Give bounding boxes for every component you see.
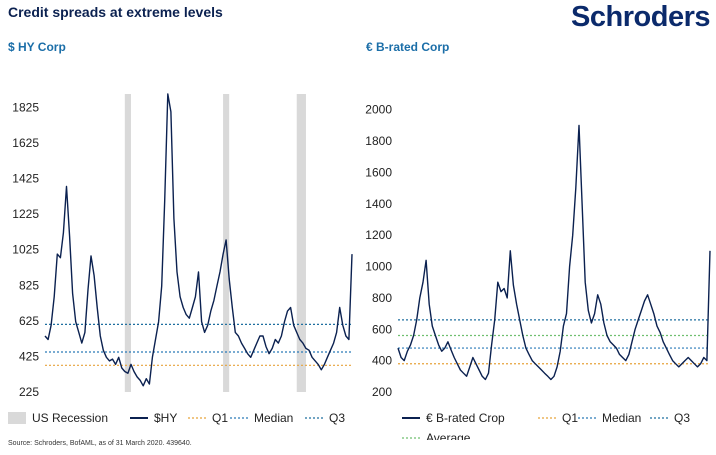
legend-label: Median (254, 411, 293, 425)
recession-band (124, 94, 131, 392)
recession-band (296, 94, 306, 392)
y-tick-label: 1000 (365, 260, 392, 274)
y-tick-label: 1600 (365, 165, 392, 179)
y-tick-label: 200 (372, 385, 392, 399)
y-tick-label: 600 (372, 322, 392, 336)
y-tick-label: 1625 (12, 136, 39, 150)
y-tick-label: 425 (19, 349, 39, 363)
y-tick-label: 1425 (12, 172, 39, 186)
hy-corp-chart: 225 425 625 825 1025 1225 1425 1625 1825 US Reces… (8, 93, 353, 425)
y-tick-label: 1200 (365, 228, 392, 242)
legend-swatch (8, 412, 26, 424)
y-tick-label: 1225 (12, 207, 39, 221)
y-tick-label: 1800 (365, 134, 392, 148)
chart-2-title: € B-rated Corp (366, 40, 450, 54)
brand-logo: Schroders (571, 1, 710, 33)
legend-label: € B-rated Crop (426, 411, 505, 425)
legend-label: Q1 (212, 411, 228, 425)
y-tick-label: 1825 (12, 100, 39, 114)
y-tick-label: 625 (19, 314, 39, 328)
legend-label: Median (602, 411, 641, 425)
y-tick-label: 1025 (12, 243, 39, 257)
chart-1-title: $ HY Corp (8, 40, 66, 54)
series-line (44, 93, 353, 387)
legend-label: US Recession (32, 411, 108, 425)
y-tick-label: 800 (372, 291, 392, 305)
y-tick-label: 1400 (365, 197, 392, 211)
y-tick-label: 825 (19, 278, 39, 292)
series-line (397, 124, 711, 381)
y-tick-label: 225 (19, 385, 39, 399)
legend-label: Q3 (329, 411, 345, 425)
legend-label: $HY (154, 411, 177, 425)
legend-label: Q3 (674, 411, 690, 425)
b-rated-corp-chart: 200 400 600 800 1000 1200 1400 1600 1800 2000 € B-… (365, 103, 711, 440)
page-title: Credit spreads at extreme levels (8, 4, 223, 20)
legend-label: Q1 (562, 411, 578, 425)
source-note: Source: Schroders, BofAML, as of 31 Marc… (8, 440, 192, 447)
y-tick-label: 2000 (365, 103, 392, 117)
legend-label: Average (426, 431, 471, 440)
y-tick-label: 400 (372, 354, 392, 368)
